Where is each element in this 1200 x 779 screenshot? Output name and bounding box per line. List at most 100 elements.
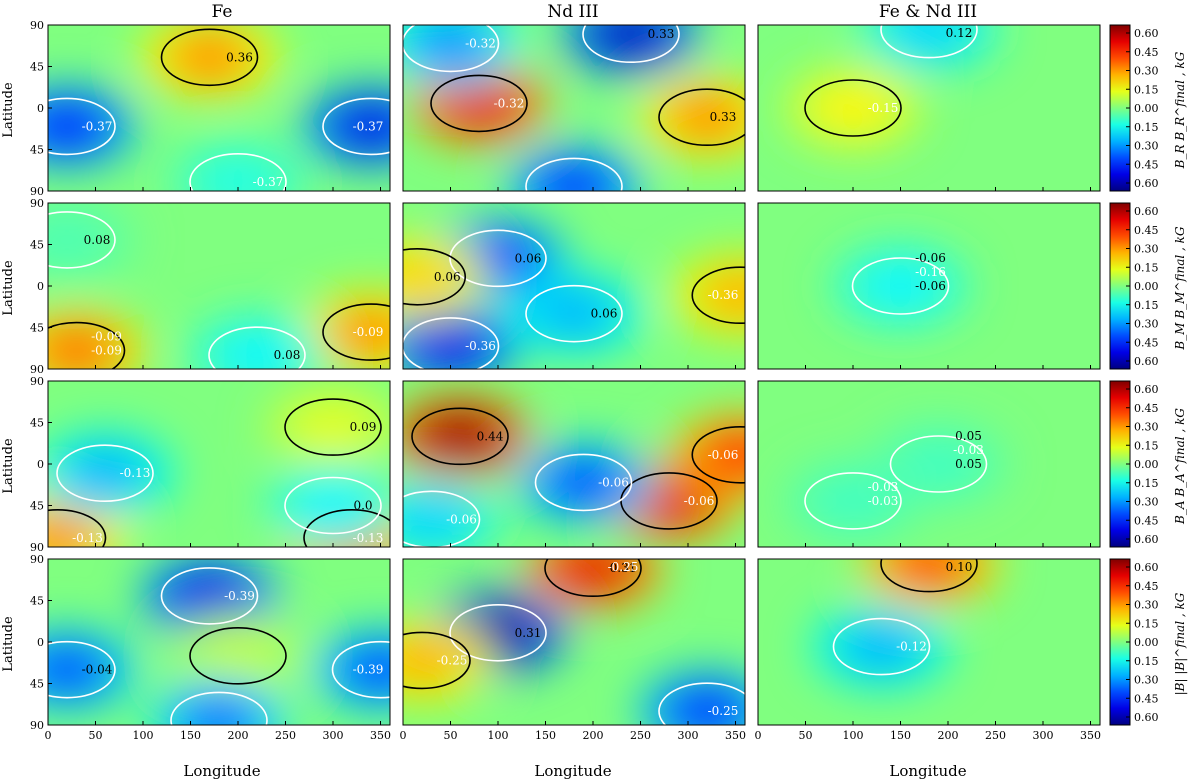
colorbar-tick-label: 0.60 — [1134, 355, 1159, 368]
row-label: B_M B_M^final , kG — [1173, 226, 1187, 351]
x-tick-label: 200 — [583, 729, 604, 742]
heatmap-blob-core — [48, 97, 115, 156]
x-axis-label: Longitude — [183, 762, 260, 779]
heatmap-panel: -0.15 0.12 — [758, 25, 1100, 191]
heatmap-blob-core — [660, 682, 745, 725]
heatmap-blob-core — [325, 304, 390, 361]
contour-label: -0.39 — [224, 589, 255, 603]
contour-line — [331, 640, 390, 699]
heatmap-panel: 0.06 -0.36 0.06 0.06 -0.36 — [403, 203, 745, 369]
contour-label: 0.31 — [610, 561, 637, 575]
contour-line — [658, 88, 745, 147]
x-tick-label: 300 — [323, 729, 344, 742]
heatmap-blob-core — [161, 566, 258, 626]
y-tick-label: 45 — [30, 417, 44, 430]
panel-frame — [757, 24, 1101, 192]
colorbar-tick-label: 0.30 — [1134, 599, 1159, 612]
column-title: Fe & Nd III — [879, 2, 977, 22]
panel-frame — [757, 202, 1101, 370]
x-tick-label: 350 — [1080, 729, 1101, 742]
column-title: Nd III — [547, 2, 598, 22]
colorbar-tick-label: 0.00 — [1134, 636, 1159, 649]
colorbar-tick-label: 0.45 — [1134, 336, 1159, 349]
colorbar-tick-label: 0.00 — [1134, 280, 1159, 293]
contour-label: -0.06 — [446, 512, 477, 526]
heatmap-blob-core — [895, 437, 982, 491]
contour-line — [56, 444, 154, 503]
contour-label: -0.09 — [353, 325, 384, 339]
contour-label: 0.09 — [350, 420, 377, 434]
y-tick-label: 90 — [30, 375, 44, 388]
colorbar-tick-label: 0.15 — [1134, 261, 1159, 274]
contour-line — [48, 640, 116, 699]
colorbar-tick-label: 0.00 — [1134, 102, 1159, 115]
contour-label: -0.03 — [953, 443, 984, 457]
colorbar-tick-label: 0.45 — [1134, 580, 1159, 593]
x-tick-label: 250 — [275, 729, 296, 742]
heatmap-blob-core — [431, 73, 527, 133]
y-tick-label: 90 — [30, 719, 44, 732]
contour-line — [189, 152, 287, 191]
heatmap-blob-core — [809, 80, 897, 136]
contour-label: -0.36 — [708, 288, 739, 302]
contour-line — [544, 559, 642, 598]
colorbar-tick-label: 0.45 — [1134, 514, 1159, 527]
heatmap-blob-core — [529, 285, 619, 342]
colorbar-tick-label: 0.30 — [1134, 140, 1159, 153]
contour-line — [804, 79, 902, 137]
heatmap-panel: -0.39 -0.04 -0.39 — [48, 559, 390, 725]
y-tick-label: 0 — [37, 102, 44, 115]
y-axis-label: Latitude — [1, 82, 16, 138]
heatmap-blob-core — [836, 618, 927, 675]
heatmap-blob-core — [695, 267, 745, 324]
colorbar-tick-label: 0.30 — [1134, 421, 1159, 434]
contour-line — [403, 490, 481, 547]
heatmap-blob-core — [882, 559, 976, 593]
contour-label: -0.36 — [465, 339, 496, 353]
y-tick-label: 0 — [37, 280, 44, 293]
panel-frame — [757, 380, 1101, 548]
row-label: |B| |B|^final , kG — [1173, 592, 1187, 695]
colorbar-tick-label: 0.60 — [1134, 533, 1159, 546]
contour-line — [449, 603, 547, 662]
y-tick-label: 0 — [37, 458, 44, 471]
x-tick-label: 300 — [678, 729, 699, 742]
contour-label: 0.33 — [710, 110, 737, 124]
contour-label: -0.16 — [915, 265, 946, 279]
heatmap-blob-core — [856, 258, 945, 314]
heatmap-blob-core — [194, 154, 282, 191]
colorbar-tick-label: 0.15 — [1134, 477, 1159, 490]
colorbar-tick-label: 0.45 — [1134, 158, 1159, 171]
x-tick-label: 250 — [630, 729, 651, 742]
colorbar-tick-label: 0.30 — [1134, 65, 1159, 78]
contour-label: -0.13 — [120, 466, 151, 480]
y-tick-label: 90 — [30, 185, 44, 198]
y-axis-label: Latitude — [1, 260, 16, 316]
contour-label: -0.37 — [353, 119, 384, 133]
contour-label: -0.06 — [598, 475, 629, 489]
contour-line — [880, 25, 978, 59]
contour-line — [403, 317, 500, 369]
heatmap-blob-core — [810, 474, 896, 528]
contour-line — [658, 682, 745, 725]
contour-line — [189, 627, 287, 685]
panel-frame — [402, 24, 746, 192]
colorbar-tick-label: 0.60 — [1134, 177, 1159, 190]
contour-label: -0.06 — [708, 448, 739, 462]
heatmap-panel: 0.36 -0.37 -0.37 -0.37 — [48, 25, 390, 191]
heatmap-panel: -0.32 0.33 0.33 -0.32 — [403, 25, 745, 191]
y-axis-label: Latitude — [1, 616, 16, 672]
contour-label: 0.05 — [955, 429, 982, 443]
y-axis-label: Latitude — [1, 438, 16, 494]
y-tick-label: 0 — [37, 636, 44, 649]
heatmap-blob-core — [289, 478, 377, 533]
contour-line — [48, 321, 126, 369]
x-tick-label: 150 — [535, 729, 556, 742]
x-tick-label: 0 — [400, 729, 407, 742]
heatmap-blob-core — [403, 632, 467, 689]
colorbar-tick-label: 0.15 — [1134, 121, 1159, 134]
row-label: B_R B_R^final , kG — [1173, 51, 1187, 169]
contour-line — [284, 398, 382, 456]
column-title: Fe — [212, 2, 233, 22]
row-label: B_A B_A^final , kG — [1173, 408, 1187, 525]
